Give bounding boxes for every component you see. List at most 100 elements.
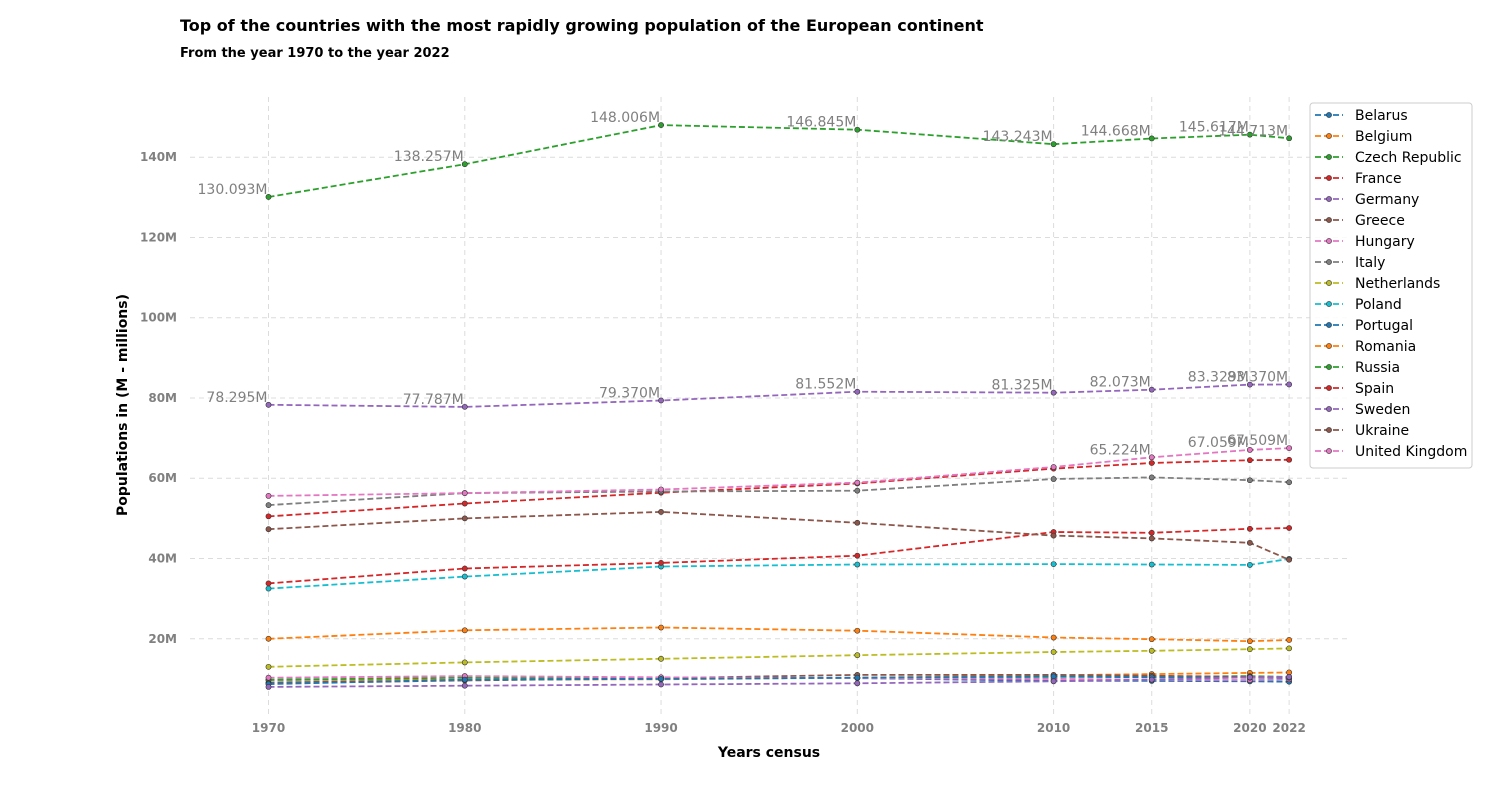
data-point-russia	[461, 161, 468, 168]
legend-marker-netherlands	[1326, 280, 1332, 286]
data-point-italy	[1148, 474, 1155, 481]
legend-frame	[1309, 102, 1473, 469]
data-label: 83.329M	[1188, 370, 1249, 386]
legend-label-netherlands: Netherlands	[1355, 276, 1440, 292]
legend-label-poland: Poland	[1355, 297, 1402, 313]
data-point-russia	[1286, 135, 1293, 142]
series-line-germany	[268, 383, 1290, 408]
series-line-romania	[268, 626, 1290, 643]
data-point-france	[1246, 457, 1253, 464]
legend-marker-russia	[1326, 364, 1332, 370]
data-point-spain	[1148, 529, 1155, 536]
legend-marker-greece	[1326, 217, 1332, 223]
legend-label-belgium: Belgium	[1355, 129, 1412, 145]
data-point-united-kingdom	[1246, 447, 1253, 453]
data-point-poland	[1246, 562, 1253, 568]
x-tick-label: 2020	[1233, 721, 1266, 735]
data-point-sweden	[658, 681, 664, 688]
data-point-portugal	[461, 676, 468, 683]
grid-layer	[190, 97, 1348, 715]
data-label: 81.325M	[992, 378, 1053, 394]
data-point-netherlands	[854, 652, 861, 659]
data-label: 78.295M	[206, 390, 267, 406]
legend-label-greece: Greece	[1355, 213, 1405, 229]
x-tick-label: 1990	[644, 721, 677, 735]
data-point-united-kingdom	[854, 479, 861, 486]
series-line-russia	[268, 124, 1290, 198]
x-tick-label: 2022	[1272, 721, 1305, 735]
data-label: 138.257M	[394, 149, 464, 165]
data-point-sweden	[1286, 673, 1293, 680]
data-label: 67.509M	[1227, 433, 1288, 449]
data-point-romania	[658, 624, 664, 631]
data-point-germany	[461, 403, 468, 410]
series-line-united-kingdom	[268, 447, 1290, 497]
x-tick-label: 1970	[252, 721, 285, 735]
data-point-netherlands	[265, 663, 272, 670]
data-point-italy	[265, 502, 272, 509]
y-tick-label: 100M	[140, 311, 177, 325]
data-point-portugal	[854, 674, 861, 681]
data-point-sweden	[461, 682, 468, 689]
data-point-france	[265, 513, 272, 520]
legend-marker-germany	[1326, 196, 1332, 202]
data-label: 130.093M	[198, 182, 268, 198]
data-point-ukraine	[854, 519, 861, 526]
data-point-sweden	[1246, 674, 1253, 681]
data-point-italy	[1246, 477, 1253, 484]
data-point-spain	[1246, 525, 1253, 532]
data-point-france	[1286, 456, 1293, 463]
data-label: 79.370M	[599, 386, 660, 402]
legend-marker-portugal	[1326, 322, 1332, 328]
data-point-spain	[265, 580, 272, 587]
data-point-romania	[265, 635, 272, 642]
data-point-france	[461, 500, 468, 507]
data-point-italy	[854, 487, 861, 494]
legend-marker-poland	[1326, 301, 1332, 307]
data-point-spain	[1286, 525, 1293, 531]
data-label: 65.224M	[1090, 442, 1151, 458]
data-point-ukraine	[1050, 532, 1057, 539]
data-point-sweden	[1148, 676, 1155, 683]
data-point-germany	[1246, 381, 1253, 388]
series-line-sweden	[268, 676, 1290, 688]
chart-title: Top of the countries with the most rapid…	[180, 16, 984, 35]
series-layer	[265, 122, 1293, 690]
data-point-united-kingdom	[1148, 454, 1155, 461]
data-point-portugal	[658, 675, 664, 682]
data-point-united-kingdom	[265, 492, 272, 499]
data-label: 81.552M	[795, 377, 856, 393]
series-line-france	[268, 458, 1290, 518]
legend-label-spain: Spain	[1355, 381, 1394, 397]
data-label: 67.059M	[1188, 435, 1249, 451]
data-point-germany	[1286, 381, 1293, 388]
y-axis-label: Populations in (M - millions)	[115, 294, 131, 516]
series-line-hungary	[268, 675, 1290, 682]
data-label: 144.668M	[1081, 123, 1151, 139]
legend: Belarus Belgium Czech Republic France German…	[1309, 102, 1473, 469]
y-tick-label: 40M	[148, 551, 177, 565]
y-tick-label: 80M	[148, 391, 177, 405]
data-point-italy	[1286, 479, 1293, 486]
y-tick-label: 20M	[148, 632, 177, 646]
data-point-united-kingdom	[1286, 445, 1293, 452]
data-point-ukraine	[1246, 539, 1253, 546]
data-point-romania	[854, 627, 861, 634]
data-label: 145.617M	[1179, 120, 1249, 136]
data-point-romania	[461, 627, 468, 634]
data-point-netherlands	[658, 655, 664, 662]
y-tick-label: 140M	[140, 150, 177, 164]
data-point-ukraine	[265, 526, 272, 533]
data-point-russia	[854, 126, 861, 133]
data-point-ukraine	[1286, 556, 1293, 563]
data-label: 148.006M	[590, 110, 660, 126]
legend-marker-romania	[1326, 343, 1332, 349]
x-tick-label: 2010	[1037, 721, 1070, 735]
data-point-germany	[658, 397, 664, 404]
series-line-spain	[268, 527, 1290, 585]
axis-layer: Years census Populations in (M - million…	[115, 150, 1306, 761]
legend-marker-belgium	[1326, 133, 1332, 139]
data-label: 83.370M	[1227, 369, 1288, 385]
data-point-germany	[265, 401, 272, 408]
